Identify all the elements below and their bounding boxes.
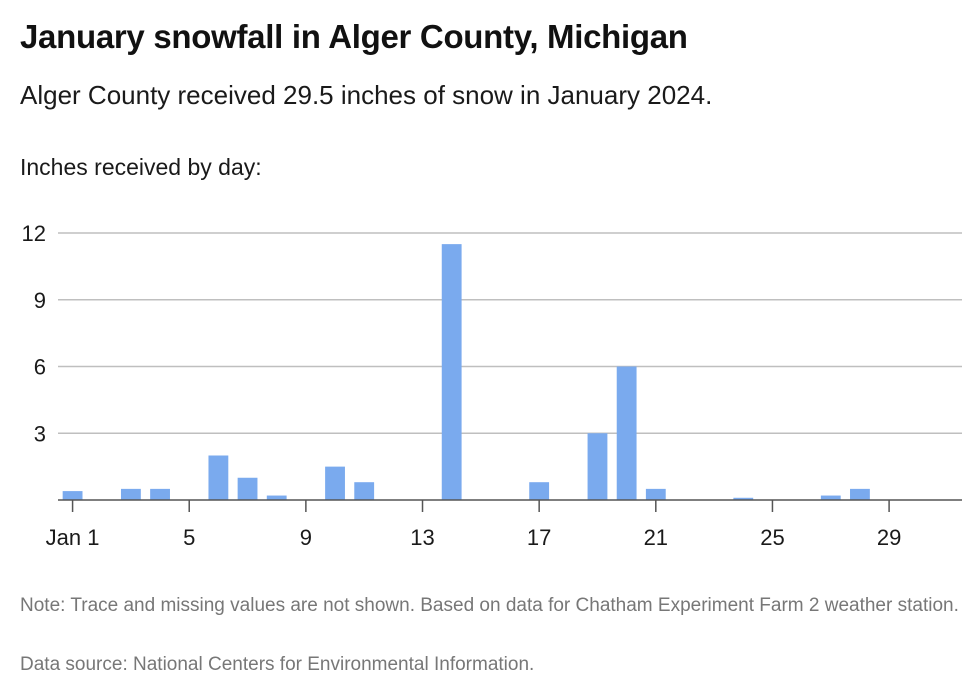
y-tick-label: 12	[22, 221, 46, 246]
y-ticks: 3 6 9 12	[22, 221, 46, 446]
bar-day-28	[850, 488, 870, 500]
x-tick-label: 13	[410, 525, 434, 550]
bar-day-21	[645, 488, 666, 500]
bar-day-1	[62, 491, 83, 500]
bar-day-11	[354, 482, 375, 500]
chart-note: Note: Trace and missing values are not s…	[20, 595, 959, 616]
x-tick-label: 17	[527, 525, 551, 550]
bar-day-17	[529, 482, 550, 500]
bar-day-7	[237, 477, 258, 500]
x-tick-label: Jan 1	[46, 525, 100, 550]
bar-day-19	[587, 433, 608, 500]
bar-day-27	[820, 495, 841, 500]
gridlines	[58, 232, 962, 434]
x-tick-label: 9	[300, 525, 312, 550]
bar-day-3	[120, 488, 141, 500]
bar-day-20	[616, 366, 637, 500]
y-tick-label: 9	[34, 288, 46, 313]
x-tick-label: 29	[877, 525, 901, 550]
chart-title: January snowfall in Alger County, Michig…	[20, 18, 688, 55]
bar-day-14	[441, 244, 462, 500]
bar-day-24	[733, 497, 754, 500]
x-axis: Jan 1 5 9 13 17 21 25 29	[46, 499, 962, 550]
x-tick-label: 25	[760, 525, 784, 550]
y-axis-label: Inches received by day:	[20, 154, 262, 180]
bars	[62, 244, 870, 500]
data-source: Data source: National Centers for Enviro…	[20, 654, 535, 675]
y-tick-label: 3	[34, 421, 46, 446]
x-tick-label: 21	[644, 525, 668, 550]
bar-day-8	[266, 495, 287, 500]
y-tick-label: 6	[34, 355, 46, 380]
x-tick-label: 5	[183, 525, 195, 550]
bar-chart: Jan 1 5 9 13 17 21 25 29 3 6 9 12	[22, 221, 962, 550]
chart-subtitle: Alger County received 29.5 inches of sno…	[20, 80, 713, 110]
bar-day-6	[208, 455, 229, 500]
bar-day-4	[150, 488, 170, 500]
bar-day-10	[325, 466, 345, 500]
